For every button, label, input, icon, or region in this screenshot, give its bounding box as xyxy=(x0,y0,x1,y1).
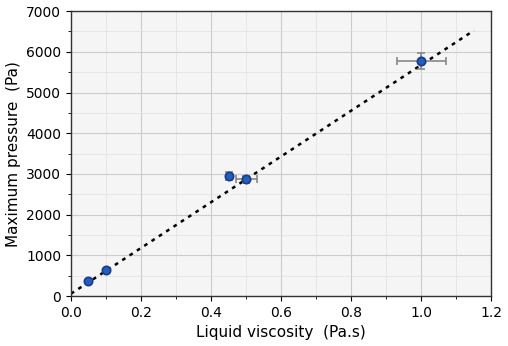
Y-axis label: Maximum pressure  (Pa): Maximum pressure (Pa) xyxy=(6,61,20,247)
X-axis label: Liquid viscosity  (Pa.s): Liquid viscosity (Pa.s) xyxy=(196,326,366,340)
